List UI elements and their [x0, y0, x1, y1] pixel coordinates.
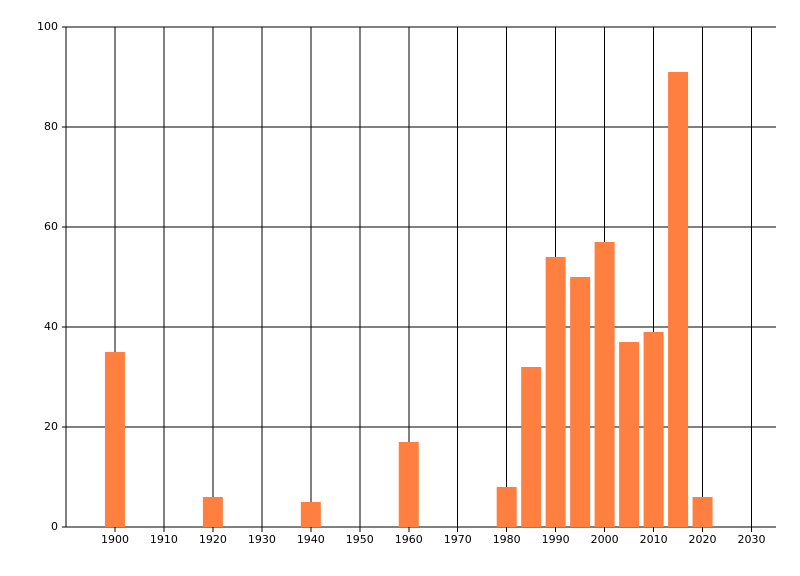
x-tick-label: 2010	[640, 533, 668, 546]
bar	[104, 352, 125, 527]
bar	[570, 277, 591, 527]
bar	[594, 242, 615, 527]
bar	[643, 332, 664, 527]
x-tick-label: 1990	[542, 533, 570, 546]
y-tick-label: 60	[44, 220, 58, 233]
bar	[619, 342, 640, 527]
x-tick-label: 1970	[444, 533, 472, 546]
x-tick-label: 1940	[297, 533, 325, 546]
x-tick-label: 2020	[689, 533, 717, 546]
y-tick-label: 80	[44, 120, 58, 133]
x-tick-label: 1960	[395, 533, 423, 546]
bar	[496, 487, 517, 527]
bar	[545, 257, 566, 527]
bar	[668, 72, 689, 527]
x-tick-label: 1920	[199, 533, 227, 546]
x-tick-label: 2000	[591, 533, 619, 546]
y-tick-label: 0	[51, 520, 58, 533]
x-tick-label: 1950	[346, 533, 374, 546]
bar	[202, 497, 223, 527]
bar	[692, 497, 713, 527]
x-tick-label: 1980	[493, 533, 521, 546]
x-tick-label: 1910	[150, 533, 178, 546]
y-tick-label: 40	[44, 320, 58, 333]
x-tick-label: 1900	[101, 533, 129, 546]
y-tick-label: 20	[44, 420, 58, 433]
y-tick-label: 100	[37, 20, 58, 33]
x-tick-label: 2030	[738, 533, 766, 546]
x-tick-label: 1930	[248, 533, 276, 546]
bar	[521, 367, 542, 527]
bar	[300, 502, 321, 527]
bar	[398, 442, 419, 527]
